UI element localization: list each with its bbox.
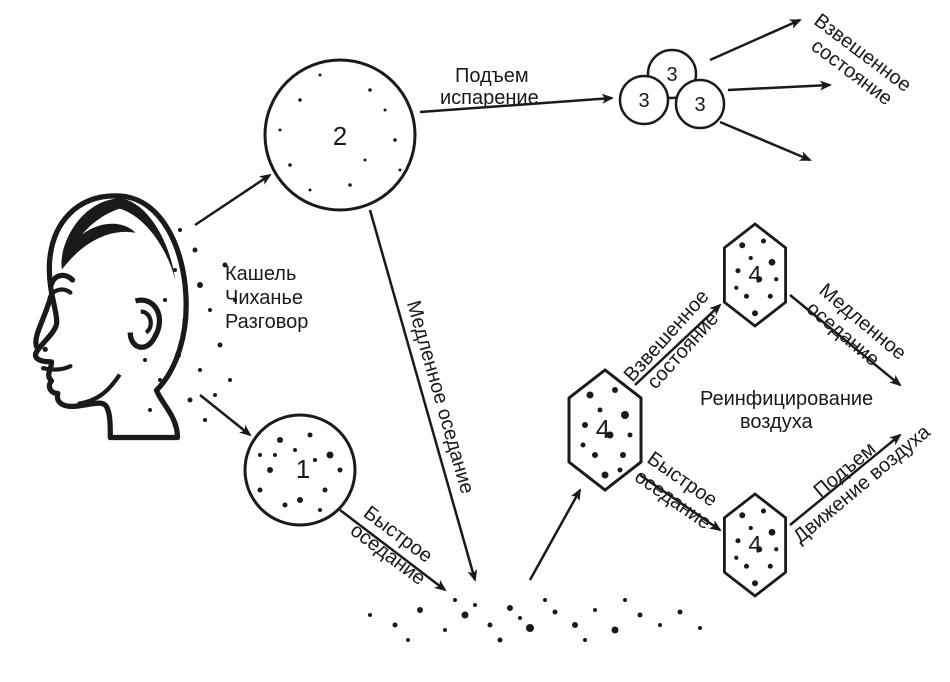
label-source-actions: Кашель Чиханье Разговор: [225, 263, 308, 333]
aerosol-diagram: 2 1 3 3 3 4: [0, 0, 950, 682]
head-icon: [35, 196, 186, 438]
label-ascent-evaporation: Подъем испарение: [440, 65, 539, 109]
node-4-top: 4: [724, 224, 785, 326]
node-3c-label: 3: [694, 94, 705, 116]
node-3a-label: 3: [666, 64, 677, 86]
node-4-bottom: 4: [724, 494, 785, 596]
svg-text:воздуха: воздуха: [740, 411, 813, 433]
node-2: 2: [265, 60, 415, 210]
node-3-cluster: 3 3 3: [620, 50, 724, 128]
node-4-center: 4: [569, 370, 641, 490]
settled-dust: [368, 598, 702, 643]
node-4t-label: 4: [748, 262, 761, 289]
label-slow-settling: Медленное оседание: [402, 298, 478, 496]
svg-text:Кашель: Кашель: [225, 263, 296, 285]
label-fast-settling-2: Быстрое оседание: [630, 448, 727, 534]
svg-text:Подъем: Подъем: [455, 65, 529, 87]
node-3b-label: 3: [638, 90, 649, 112]
label-reinfect-air: Реинфицирование воздуха: [700, 388, 873, 433]
node-1-label: 1: [296, 454, 310, 484]
label-suspended-state-top: Взвешенное состояние: [796, 10, 915, 115]
svg-text:Чиханье: Чиханье: [225, 287, 303, 309]
label-slow-settling-2: Медленное оседание: [801, 279, 911, 381]
svg-text:Реинфицирование: Реинфицирование: [700, 388, 873, 410]
node-1: 1: [245, 415, 355, 525]
svg-text:Медленное оседание: Медленное оседание: [402, 298, 478, 496]
label-suspended-state-mid: Взвешенное состояние: [620, 286, 730, 401]
svg-text:Разговор: Разговор: [225, 311, 308, 333]
node-4b-label: 4: [748, 532, 761, 559]
node-4c-label: 4: [596, 414, 610, 444]
svg-text:испарение: испарение: [440, 87, 539, 109]
node-2-label: 2: [333, 121, 347, 151]
